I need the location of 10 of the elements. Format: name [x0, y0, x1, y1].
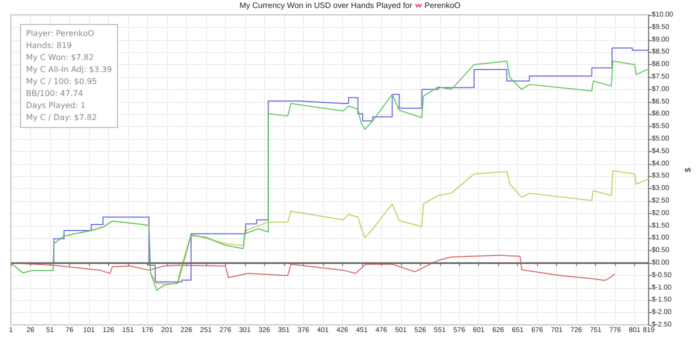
annotation: Player: PerenkoO: [26, 28, 96, 40]
annotation: My C / Day: $7.82: [26, 112, 98, 124]
annotation: Days Played: 1: [26, 100, 87, 112]
y-axis-title: $: [684, 167, 692, 172]
annotation: My C Won: $7.82: [26, 52, 95, 64]
chart-title: My Currency Won in USD over Hands Played for PerenkoO: [239, 1, 461, 10]
annotation: BB/100: 47.74: [26, 88, 84, 100]
annotation: Hands: 819: [26, 40, 73, 52]
annotation: My C / 100: $0.95: [26, 76, 98, 88]
annotation: My C All-In Adj: $3.39: [26, 64, 112, 76]
